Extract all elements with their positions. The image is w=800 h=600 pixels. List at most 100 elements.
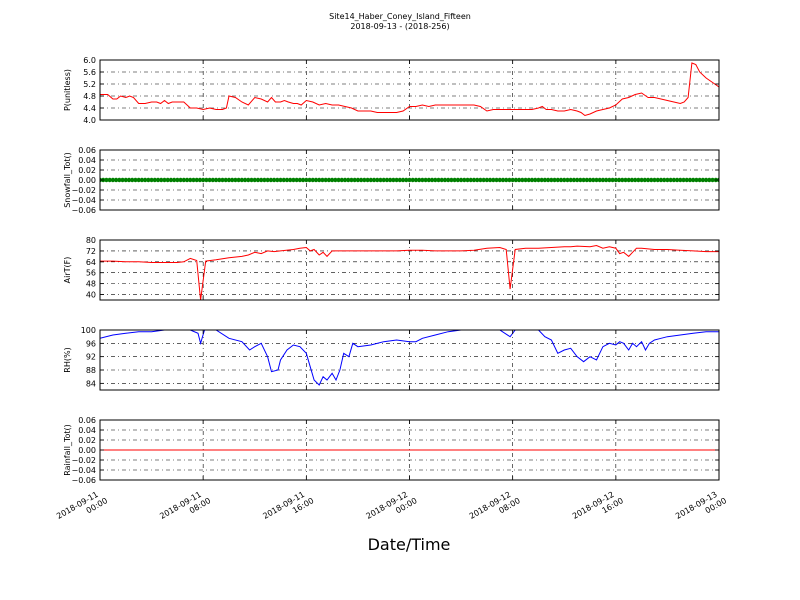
- data-point-snow: [304, 177, 309, 183]
- data-point-snow: [652, 177, 657, 183]
- data-point-snow: [378, 177, 383, 183]
- data-point-snow: [236, 177, 241, 183]
- panel-p: 4.0 4.4 4.8 5.2 5.6 6.0 P(unitless): [63, 56, 720, 125]
- data-point-snow: [162, 177, 167, 183]
- data-point-snow: [204, 177, 209, 183]
- data-point-snow: [500, 177, 506, 183]
- data-point-snow: [188, 177, 193, 183]
- data-point-snow: [136, 177, 141, 183]
- data-point-snow: [371, 177, 377, 183]
- chart-title: Site14_Haber_Coney_Island_Fifteen: [329, 12, 471, 21]
- data-point-snow: [452, 177, 457, 183]
- data-point-snow: [413, 177, 419, 183]
- data-point-snow: [571, 177, 577, 183]
- data-point-snow: [497, 177, 502, 183]
- data-point-snow: [391, 177, 396, 183]
- data-point-snow: [691, 177, 696, 183]
- data-point-snow: [523, 177, 528, 183]
- data-point-snow: [117, 177, 122, 183]
- y-tick-label: 80: [86, 236, 96, 245]
- data-point-snow: [475, 177, 480, 183]
- data-point-snow: [700, 177, 706, 183]
- data-point-snow: [394, 177, 399, 183]
- data-point-snow: [152, 177, 158, 183]
- data-point-snow: [258, 177, 264, 183]
- data-point-snow: [636, 177, 641, 183]
- data-point-snow: [362, 177, 367, 183]
- data-point-snow: [275, 177, 280, 183]
- data-point-snow: [668, 177, 673, 183]
- data-point-snow: [594, 177, 599, 183]
- data-point-snow: [149, 177, 154, 183]
- data-point-snow: [645, 177, 651, 183]
- data-point-snow: [178, 177, 183, 183]
- panels-group: 4.04.44.85.25.66.0P(unitless) −0.06−0.04−…: [63, 56, 720, 485]
- data-point-snow: [526, 177, 531, 183]
- data-point-snow: [339, 177, 344, 183]
- data-point-snow: [313, 177, 319, 183]
- data-point-snow: [671, 177, 677, 183]
- data-point-snow: [130, 177, 135, 183]
- data-point-snow: [562, 177, 567, 183]
- data-point-snow: [458, 177, 464, 183]
- panel-rh: 84 88 92 96 100 RH(%): [63, 326, 720, 391]
- y-tick-label: 4.8: [83, 92, 96, 101]
- data-point-snow: [249, 177, 254, 183]
- data-point-snow: [607, 177, 612, 183]
- data-point-snow: [655, 177, 660, 183]
- data-point-snow: [587, 177, 593, 183]
- data-point-snow: [181, 177, 187, 183]
- data-point-snow: [142, 177, 148, 183]
- data-point-snow: [133, 177, 138, 183]
- data-point-snow: [294, 177, 299, 183]
- data-point-snow: [387, 177, 393, 183]
- y-tick-label: 72: [86, 247, 96, 256]
- data-point-snow: [355, 177, 361, 183]
- data-point-snow: [397, 177, 403, 183]
- data-point-snow: [329, 177, 335, 183]
- data-point-snow: [574, 177, 580, 183]
- data-point-snow: [175, 177, 180, 183]
- y-tick-label: 48: [86, 280, 96, 289]
- panel-air: 40 48 56 64 72 80 AirT(F): [63, 236, 720, 301]
- data-point-snow: [610, 177, 615, 183]
- data-point-snow: [491, 177, 496, 183]
- panel-snow: −0.06−0.04−0.020.000.020.040.06 Snowfall_…: [63, 146, 720, 215]
- data-point-snow: [104, 177, 109, 183]
- data-point-snow: [217, 177, 222, 183]
- data-point-snow: [681, 177, 686, 183]
- data-point-snow: [558, 177, 564, 183]
- data-point-snow: [200, 177, 206, 183]
- y-tick-label: −0.02: [71, 186, 96, 195]
- data-point-snow: [349, 177, 354, 183]
- data-point-snow: [126, 177, 132, 183]
- y-tick-label: 84: [86, 379, 96, 388]
- series-line-p: [100, 62, 719, 117]
- data-point-snow: [439, 177, 444, 183]
- data-point-snow: [620, 177, 625, 183]
- y-tick-label: 92: [86, 353, 96, 362]
- data-point-snow: [168, 177, 174, 183]
- data-point-snow: [513, 177, 519, 183]
- data-point-snow: [271, 177, 277, 183]
- data-point-snow: [426, 177, 432, 183]
- data-point-snow: [516, 177, 522, 183]
- data-point-snow: [310, 177, 315, 183]
- data-point-snow: [239, 177, 245, 183]
- data-point-snow: [484, 177, 490, 183]
- data-point-snow: [658, 177, 664, 183]
- data-point-snow: [184, 177, 190, 183]
- data-point-snow: [323, 177, 328, 183]
- y-tick-label: 0.06: [78, 146, 96, 155]
- y-tick-label: 40: [86, 291, 96, 300]
- data-point-snow: [707, 177, 712, 183]
- data-point-snow: [616, 177, 622, 183]
- data-point-snow: [307, 177, 312, 183]
- data-point-snow: [336, 177, 341, 183]
- y-tick-label: 5.2: [83, 80, 96, 89]
